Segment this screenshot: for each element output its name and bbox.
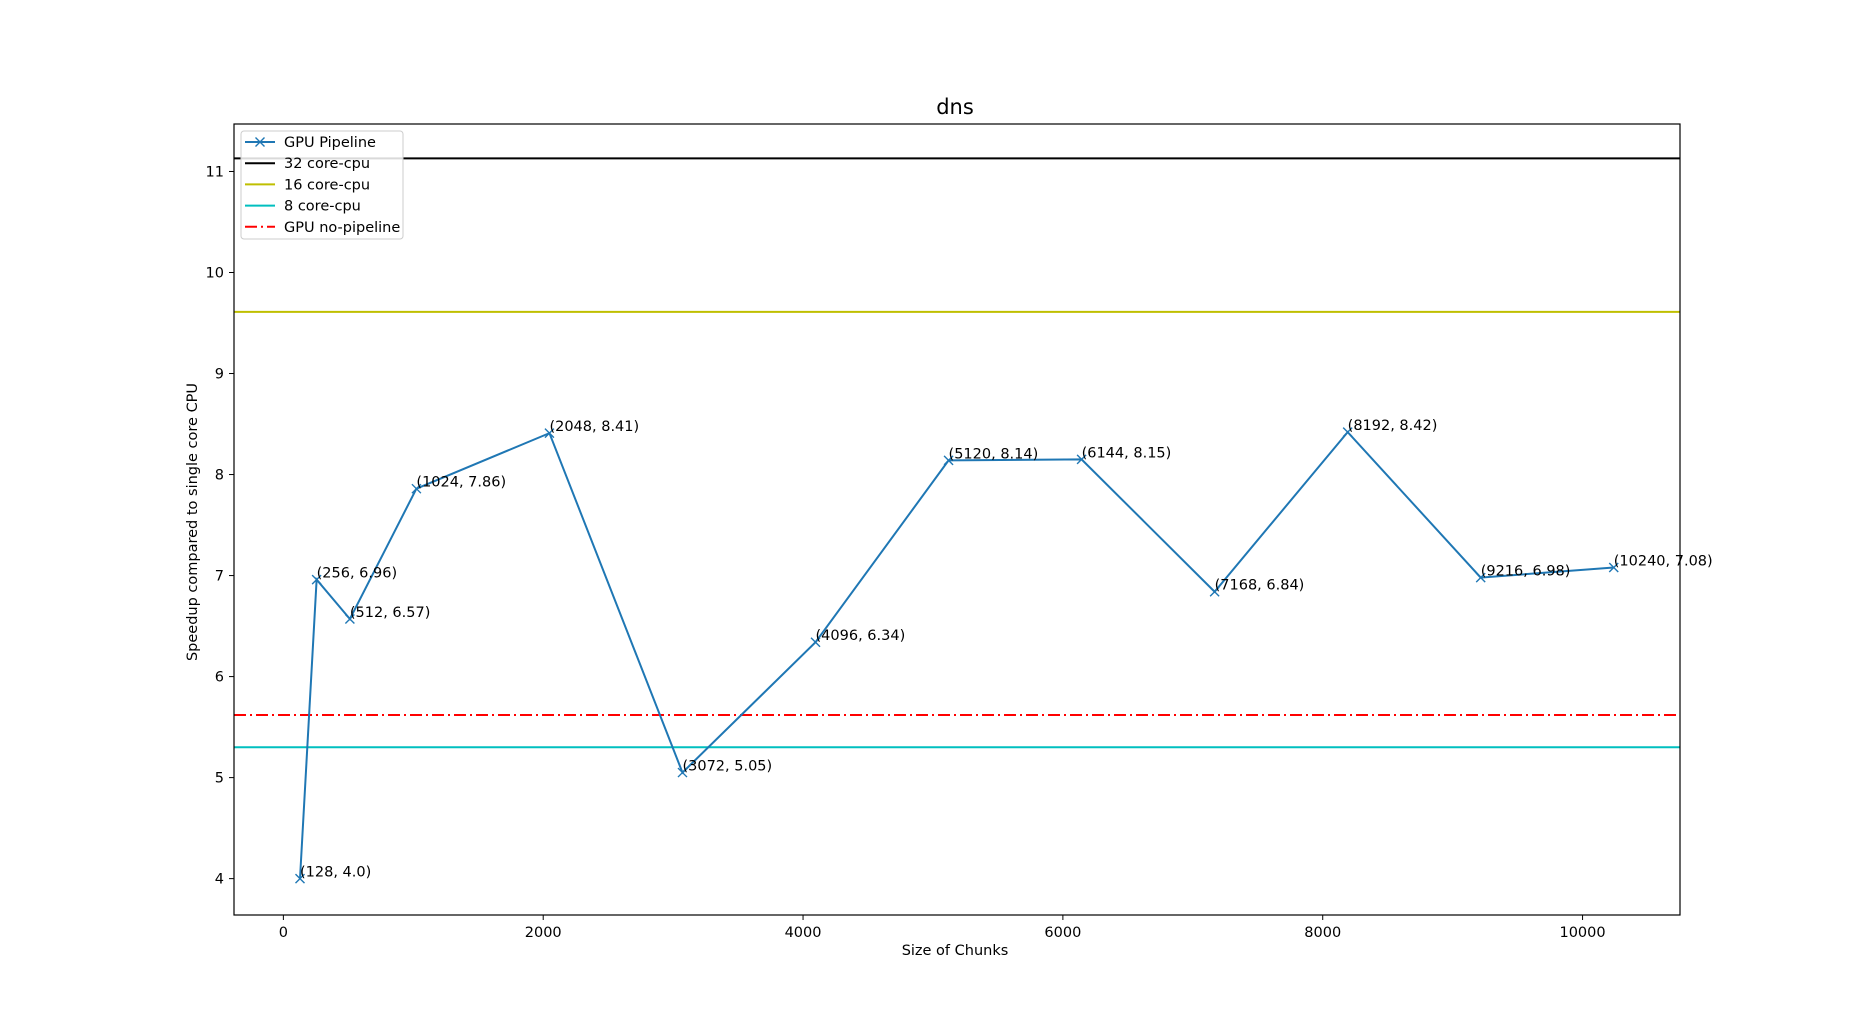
x-tick-label: 4000: [785, 925, 822, 941]
data-point: [1076, 454, 1087, 465]
data-label: (4096, 6.34): [816, 628, 906, 644]
reference-lines: [234, 157, 1680, 749]
data-point: [677, 767, 688, 778]
data-label: (9216, 6.98): [1481, 564, 1571, 580]
legend-box: [240, 130, 404, 240]
plot-frame: [233, 123, 1681, 916]
y-tick-label: 9: [215, 367, 224, 383]
legend-label: 8 core-cpu: [284, 199, 361, 215]
data-point: [943, 455, 954, 466]
data-label: (512, 6.57): [350, 605, 431, 621]
legend: GPU Pipeline 32 core-cpu 16 core-cpu 8 core…: [240, 130, 404, 240]
data-label: (128, 4.0): [300, 865, 371, 881]
y-tick-label: 6: [215, 670, 224, 686]
x-tick-label: 6000: [1044, 925, 1081, 941]
y-tick-label: 10: [206, 266, 224, 282]
x-tick-label: 8000: [1304, 925, 1341, 941]
legend-item-8-core-cpu: 8 core-cpu: [245, 199, 361, 215]
data-point: [344, 614, 355, 625]
legend-item-gpu-no-pipeline: GPU no-pipeline: [245, 220, 400, 236]
y-tick-label: 5: [215, 771, 224, 787]
data-label: (10240, 7.08): [1614, 553, 1713, 569]
data-label: (7168, 6.84): [1215, 578, 1305, 594]
axes: 0 2000 4000 6000 8000 10000 4 5 6 7 8 9 10 11: [206, 123, 1681, 941]
data-point: [411, 483, 422, 494]
legend-label: 32 core-cpu: [284, 156, 370, 172]
series-line-gpu-pipeline: [299, 430, 1614, 879]
data-label: (8192, 8.42): [1348, 418, 1438, 434]
y-tick-label: 4: [215, 872, 224, 888]
data-point: [1342, 427, 1353, 438]
legend-item-32-core-cpu: 32 core-cpu: [245, 156, 370, 172]
legend-label: 16 core-cpu: [284, 177, 370, 193]
x-tick-label: 0: [279, 925, 288, 941]
legend-item-16-core-cpu: 16 core-cpu: [245, 177, 370, 193]
data-label: (256, 6.96): [317, 566, 398, 582]
data-point: [1475, 572, 1486, 583]
data-point: [1608, 562, 1619, 573]
data-point: [311, 574, 322, 585]
chart-title: dns: [936, 95, 974, 119]
legend-item-gpu-pipeline: GPU Pipeline: [245, 135, 376, 151]
legend-label: GPU no-pipeline: [284, 220, 400, 236]
x-tick-label: 10000: [1559, 925, 1605, 941]
series-layer: (128, 4.0) (256, 6.96) (512, 6.57) (1024, 7…: [295, 418, 1713, 884]
x-axis-label: Size of Chunks: [902, 943, 1009, 959]
y-tick-label: 11: [206, 164, 224, 180]
data-label: (5120, 8.14): [949, 446, 1039, 462]
data-point: [295, 873, 305, 884]
legend-marker: [255, 137, 265, 147]
legend-label: GPU Pipeline: [284, 135, 376, 151]
y-tick-label: 7: [215, 569, 224, 585]
data-label: (3072, 5.05): [682, 759, 772, 775]
data-label: (2048, 8.41): [549, 419, 639, 435]
y-tick-label: 8: [215, 468, 224, 484]
data-point: [810, 637, 821, 648]
data-label: (6144, 8.15): [1082, 445, 1172, 461]
data-point: [544, 428, 555, 439]
data-label: (1024, 7.86): [416, 475, 506, 491]
x-tick-label: 2000: [525, 925, 562, 941]
y-axis-label: Speedup compared to single core CPU: [185, 383, 201, 661]
data-point: [1209, 586, 1220, 597]
